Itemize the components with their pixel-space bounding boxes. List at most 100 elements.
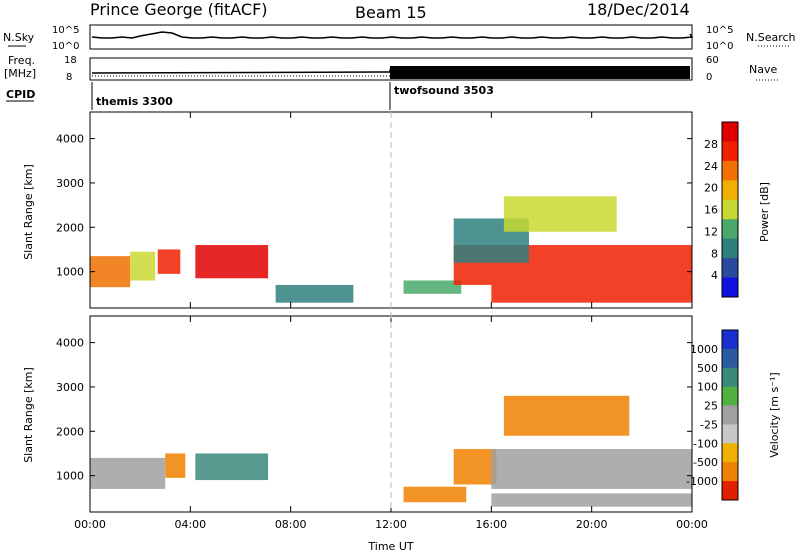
power-region-1 <box>130 251 156 281</box>
freq-tick-low: 8 <box>66 72 72 83</box>
freq-unit: [MHz] <box>4 67 36 80</box>
velocity-xtick-label-2: 08:00 <box>275 518 307 531</box>
power-colorbar-seg-2 <box>722 160 738 181</box>
velocity-region-0 <box>90 457 166 489</box>
velocity-region-5 <box>491 449 692 489</box>
power-region-2 <box>157 249 181 274</box>
velocity-colorbar-tick-7: -1000 <box>686 475 718 488</box>
power-yticks: 4000 3000 2000 1000 <box>56 133 692 279</box>
power-colorbar-tick-0: 28 <box>704 138 718 151</box>
power-colorbar-seg-4 <box>722 199 738 220</box>
station-title: Prince George (fitACF) <box>90 0 268 19</box>
velocity-yticks: 4000 3000 2000 1000 <box>56 337 692 483</box>
power-colorbar-seg-1 <box>722 141 738 162</box>
cpid-row: CPID themis 3300 twofsound 3503 <box>6 82 494 110</box>
velocity-colorbar-frame <box>721 329 739 501</box>
power-region-0 <box>90 256 131 288</box>
power-ytick-label-3: 1000 <box>56 266 84 279</box>
nave-label: Nave <box>749 63 777 76</box>
nave-tick-high: 60 <box>706 55 719 66</box>
velocity-colorbar-tick-4: -25 <box>700 418 718 431</box>
power-colorbar-seg-3 <box>722 180 738 201</box>
velocity-colorbar-seg-1 <box>722 348 738 369</box>
velocity-ytick-label-2: 2000 <box>56 425 84 438</box>
nsky-panel: N.Sky 10^5 10^0 10^5 10^0 N.Search <box>3 24 796 52</box>
velocity-region-4 <box>453 449 497 485</box>
power-colorbar-seg-6 <box>722 238 738 259</box>
power-colorbar-tick-6: 4 <box>711 269 718 282</box>
power-colorbar-label: Power [dB] <box>758 182 771 242</box>
power-colorbar-seg-0 <box>722 122 738 142</box>
velocity-colorbar-seg-5 <box>722 424 738 444</box>
power-colorbar-tick-2: 20 <box>704 182 718 195</box>
power-ytick-label-2: 2000 <box>56 221 84 234</box>
velocity-xticks: 00:00 04:00 08:00 12:00 16:00 20:00 00:00 <box>74 316 708 531</box>
power-colorbar: 28 24 20 16 12 8 4 <box>704 121 739 298</box>
power-panel: 4000 3000 2000 1000 Slant Range [km] 28 24 20… <box>22 111 771 309</box>
freq-panel: Freq. [MHz] 18 8 60 0 Nave <box>4 54 778 83</box>
velocity-marks <box>90 395 692 507</box>
power-colorbar-seg-7 <box>722 258 738 279</box>
velocity-colorbar: 1000 500 100 25 -25 -100 -500 -1000 <box>686 329 739 501</box>
time-axis-label: Time UT <box>367 540 413 553</box>
nave-tick-low: 0 <box>706 72 712 83</box>
date-title: 18/Dec/2014 <box>587 0 690 19</box>
power-colorbar-seg-5 <box>722 219 738 240</box>
velocity-xtick-label-5: 20:00 <box>576 518 608 531</box>
velocity-colorbar-tick-1: 500 <box>697 362 718 375</box>
cpid-label: CPID <box>6 88 35 101</box>
nsky-label: N.Sky <box>3 31 35 44</box>
power-colorbar-tick-3: 16 <box>704 204 718 217</box>
power-region-4 <box>275 284 354 303</box>
velocity-colorbar-tick-3: 25 <box>704 400 718 413</box>
beam-title: Beam 15 <box>355 3 427 22</box>
velocity-colorbar-tick-5: -100 <box>693 437 718 450</box>
velocity-region-7 <box>503 395 630 436</box>
velocity-ytick-label-1: 3000 <box>56 381 84 394</box>
power-ytick-label-1: 3000 <box>56 177 84 190</box>
cpid-segment-twofsound: twofsound 3503 <box>394 84 494 97</box>
velocity-xtick-label-6: 00:00 <box>676 518 708 531</box>
power-colorbar-tick-5: 8 <box>711 247 718 260</box>
velocity-colorbar-seg-3 <box>722 386 738 407</box>
nave-trace-twofsound <box>390 66 690 79</box>
velocity-colorbar-seg-7 <box>722 462 738 482</box>
velocity-region-2 <box>195 453 269 481</box>
nsky-tick-high: 10^5 <box>52 25 79 36</box>
power-ylabel: Slant Range [km] <box>22 164 35 260</box>
velocity-colorbar-seg-6 <box>722 443 738 463</box>
power-marks <box>90 196 692 303</box>
velocity-xtick-label-4: 16:00 <box>475 518 507 531</box>
velocity-ytick-label-3: 1000 <box>56 470 84 483</box>
freq-tick-high: 18 <box>64 55 77 66</box>
velocity-colorbar-label: Velocity [m s⁻¹] <box>768 372 781 457</box>
velocity-colorbar-tick-6: -500 <box>693 456 718 469</box>
velocity-colorbar-seg-0 <box>722 330 738 350</box>
power-ytick-label-0: 4000 <box>56 133 84 146</box>
velocity-ylabel: Slant Range [km] <box>22 367 35 463</box>
velocity-colorbar-tick-0: 1000 <box>690 343 718 356</box>
power-region-5 <box>403 280 462 294</box>
velocity-xtick-label-0: 00:00 <box>74 518 106 531</box>
velocity-xtick-label-3: 12:00 <box>375 518 407 531</box>
velocity-colorbar-seg-4 <box>722 405 738 425</box>
power-colorbar-tick-1: 24 <box>704 160 718 173</box>
velocity-colorbar-seg-8 <box>722 481 738 501</box>
power-colorbar-seg-8 <box>722 277 738 298</box>
nsearch-tick-low: 10^0 <box>706 41 733 52</box>
velocity-ytick-label-0: 4000 <box>56 337 84 350</box>
power-region-9 <box>503 196 617 232</box>
nsky-trace <box>91 31 694 39</box>
velocity-xtick-label-1: 04:00 <box>174 518 206 531</box>
velocity-region-3 <box>403 486 467 503</box>
nsky-tick-low: 10^0 <box>52 41 79 52</box>
power-colorbar-frame <box>721 121 739 298</box>
nsearch-label: N.Search <box>746 31 796 44</box>
velocity-colorbar-tick-2: 100 <box>697 381 718 394</box>
power-region-7 <box>491 284 692 303</box>
power-region-3 <box>195 245 269 279</box>
nsearch-tick-high: 10^5 <box>706 25 733 36</box>
freq-frame <box>89 57 693 81</box>
freq-label: Freq. <box>8 54 35 67</box>
